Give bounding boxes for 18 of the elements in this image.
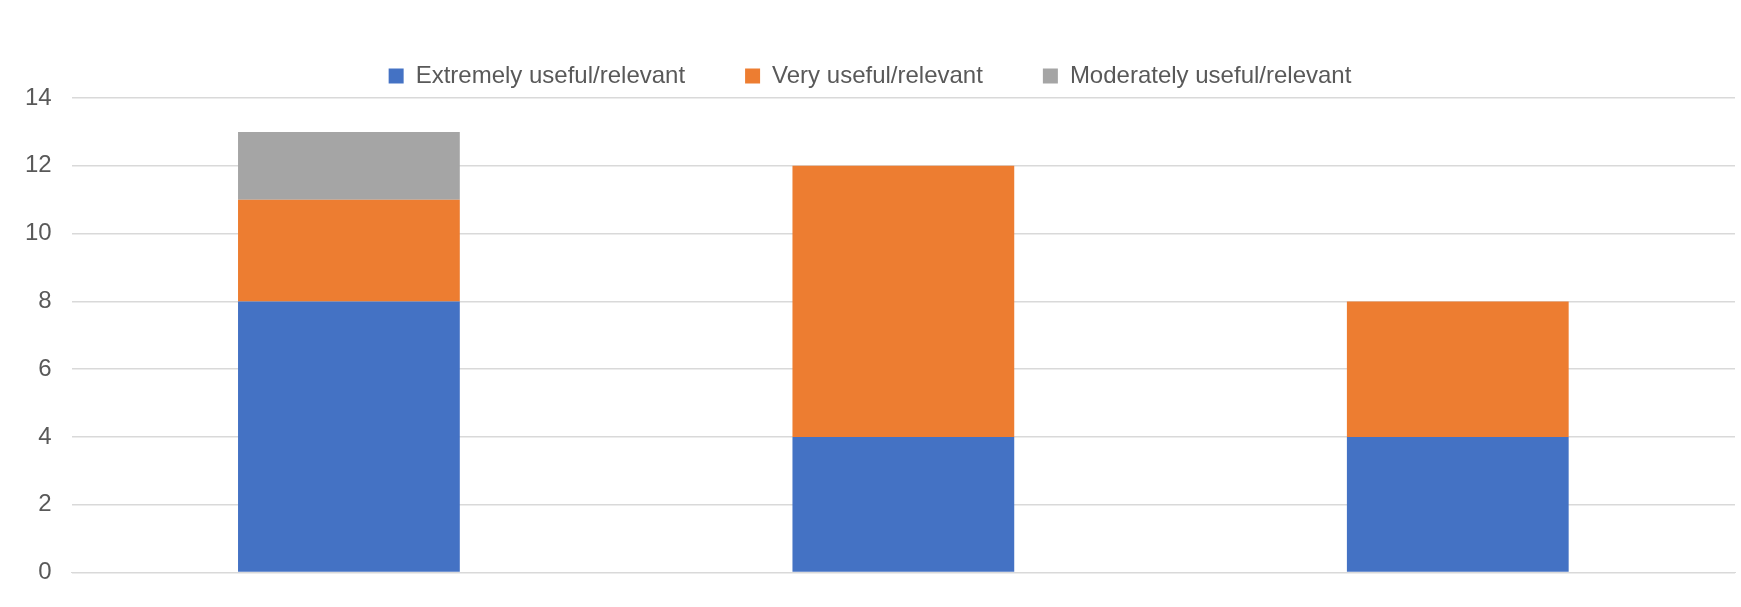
y-tick-label: 4 <box>38 421 52 449</box>
bar <box>792 165 1015 437</box>
bar <box>1346 301 1569 437</box>
bar <box>238 301 460 572</box>
bar <box>792 437 1015 572</box>
y-tick-label: 14 <box>24 82 52 110</box>
legend-label: Moderately useful/relevant <box>1069 60 1352 88</box>
bar <box>1346 437 1569 572</box>
y-tick-label: 2 <box>38 489 52 517</box>
legend-label: Very useful/relevant <box>772 60 984 88</box>
y-tick-label: 0 <box>38 557 52 585</box>
y-tick-label: 10 <box>24 218 52 246</box>
bar <box>238 199 460 302</box>
y-tick-label: 12 <box>24 150 52 178</box>
bar <box>238 131 460 200</box>
y-tick-label: 8 <box>38 286 52 314</box>
legend-label: Extremely useful/relevant <box>415 60 686 88</box>
y-tick-label: 6 <box>38 353 52 381</box>
